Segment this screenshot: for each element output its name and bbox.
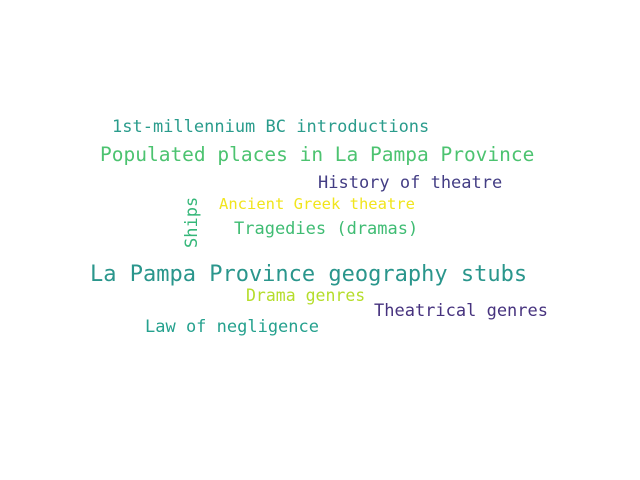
word-theatrical-genres: Theatrical genres — [374, 301, 548, 321]
word-la-pampa-geography-stubs: La Pampa Province geography stubs — [90, 262, 528, 287]
word-ships: Ships — [182, 196, 202, 248]
word-law-of-negligence: Law of negligence — [145, 317, 319, 337]
word-1st-millennium-bc-introductions: 1st-millennium BC introductions — [112, 117, 430, 137]
word-populated-places-la-pampa: Populated places in La Pampa Province — [100, 143, 535, 166]
word-history-of-theatre: History of theatre — [318, 173, 503, 193]
word-ancient-greek-theatre: Ancient Greek theatre — [219, 195, 415, 213]
word-drama-genres: Drama genres — [246, 286, 366, 305]
word-tragedies-dramas: Tragedies (dramas) — [234, 219, 419, 239]
